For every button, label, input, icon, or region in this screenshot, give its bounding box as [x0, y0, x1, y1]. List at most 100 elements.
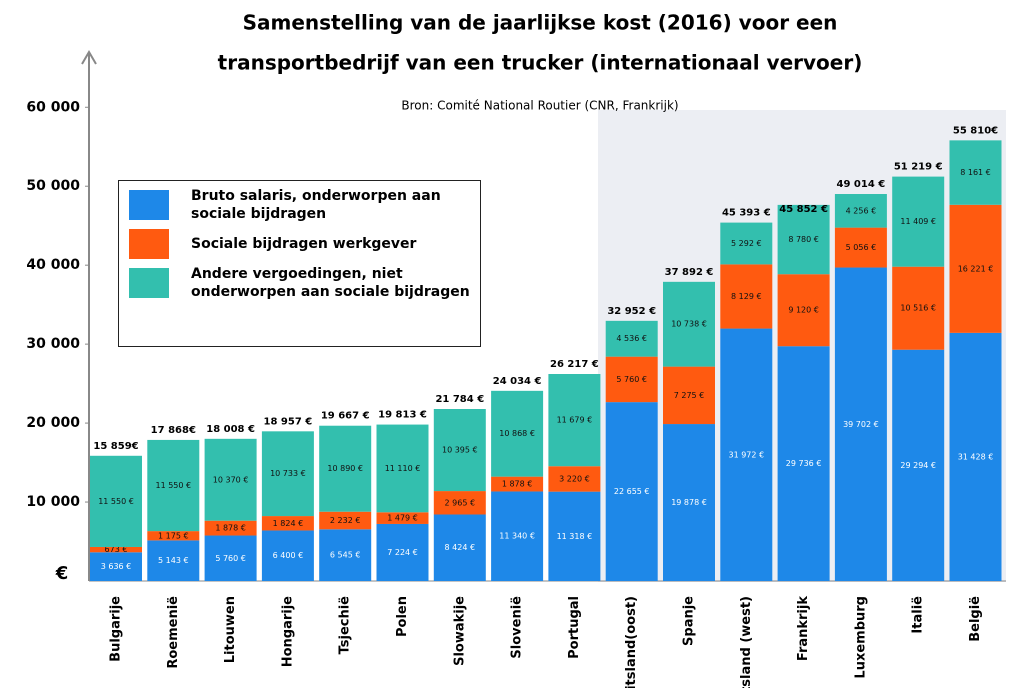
bar-segment	[834, 194, 887, 228]
bar-segment	[491, 390, 544, 477]
bar-segment	[834, 267, 887, 581]
data-label: 5 760 €	[215, 554, 246, 563]
bar-segment	[204, 520, 257, 536]
bar-segment	[147, 531, 200, 541]
bar-segment	[720, 328, 773, 581]
data-label: 19 878 €	[671, 498, 707, 507]
bar-segment	[777, 346, 830, 581]
data-label: 31 972 €	[728, 450, 764, 459]
bar-segment	[261, 530, 314, 581]
x-tick-label: Bulgarije	[109, 596, 124, 662]
bar-segment	[605, 402, 658, 581]
data-label: 8 780 €	[788, 235, 819, 244]
bar-segment	[949, 140, 1002, 205]
x-tick-label: Frankrijk	[796, 596, 811, 661]
data-label: 22 655 €	[614, 487, 650, 496]
bar-segment	[720, 222, 773, 265]
data-label: 4 256 €	[846, 206, 877, 215]
data-label: 29 294 €	[900, 461, 936, 470]
bar-segment	[147, 439, 200, 532]
bar-segment	[949, 204, 1002, 333]
bar-segment	[834, 227, 887, 268]
x-tick-label: Slovenië	[510, 596, 525, 659]
bar-segment	[663, 366, 715, 425]
bar-segment	[433, 409, 486, 492]
bar-segment	[204, 438, 257, 521]
data-label: 11 409 €	[900, 217, 936, 226]
x-tick-label: Luxemburg	[853, 596, 868, 679]
data-label: 1 824 €	[273, 519, 304, 528]
bar-segment	[491, 476, 544, 492]
bar-segment	[548, 374, 601, 467]
data-label: 39 702 €	[843, 420, 879, 429]
total-label: 55 810€	[953, 125, 998, 136]
y-tick-label: 10 000	[26, 494, 80, 510]
total-label: 51 219 €	[894, 162, 943, 173]
data-label: 8 424 €	[445, 543, 476, 552]
data-label: 8 129 €	[731, 292, 762, 301]
data-label: 1 878 €	[502, 480, 533, 489]
legend-swatch	[129, 229, 169, 259]
total-label: 17 868€	[151, 425, 196, 436]
legend-label: Andere vergoedingen, niet onderworpen aa…	[191, 266, 470, 300]
data-label: 10 516 €	[900, 304, 936, 313]
bar-segment	[605, 356, 658, 403]
data-label: 11 110 €	[385, 464, 421, 473]
bar-segment	[720, 264, 773, 329]
legend-item: Sociale bijdragen werkgever	[129, 229, 470, 259]
bar-segment	[90, 455, 142, 547]
bar-segment	[376, 523, 429, 581]
total-label: 21 784 €	[435, 394, 484, 405]
data-label: 1 479 €	[387, 514, 418, 523]
data-label: 7 224 €	[387, 548, 418, 557]
bar-segment	[949, 332, 1002, 581]
data-label: 2 232 €	[330, 516, 361, 525]
data-label: 673 €	[105, 545, 128, 554]
total-label: 18 008 €	[206, 424, 255, 435]
data-label: 11 318 €	[557, 532, 593, 541]
data-label: 29 736 €	[786, 459, 822, 468]
total-label: 45 852 €	[779, 204, 828, 215]
legend-label: Sociale bijdragen werkgever	[191, 236, 417, 252]
data-label: 11 550 €	[155, 481, 191, 490]
total-label: 37 892 €	[665, 267, 714, 278]
x-tick-label: Litouwen	[223, 596, 238, 663]
bar-segment	[319, 529, 372, 581]
x-tick-label: België	[968, 596, 983, 642]
bar-segment	[605, 320, 658, 357]
total-label: 15 859€	[93, 441, 138, 452]
total-label: 19 813 €	[378, 410, 427, 421]
total-label: 26 217 €	[550, 359, 599, 370]
bar-segment	[548, 466, 601, 492]
y-tick-label: 60 000	[26, 99, 80, 115]
legend-swatch	[129, 268, 169, 298]
bar-segment	[663, 424, 715, 581]
y-tick-label: 50 000	[26, 178, 80, 194]
chart-subtitle: Bron: Comité National Routier (CNR, Fran…	[401, 99, 678, 113]
data-label: 5 056 €	[846, 243, 877, 252]
y-tick-label: 20 000	[26, 415, 80, 431]
bar-segment	[261, 516, 314, 531]
y-tick-label: 40 000	[26, 257, 80, 273]
bar-segment	[892, 176, 945, 267]
data-label: 6 400 €	[273, 551, 304, 560]
total-label: 45 393 €	[722, 208, 771, 219]
data-label: 8 161 €	[960, 168, 991, 177]
y-axis-label: €	[55, 563, 69, 584]
data-label: 1 878 €	[215, 524, 246, 533]
bar-segment	[892, 349, 945, 581]
total-label: 18 957 €	[264, 416, 313, 427]
bar-segment	[319, 511, 372, 530]
data-label: 10 395 €	[442, 446, 478, 455]
legend-item: Andere vergoedingen, niet onderworpen aa…	[129, 265, 470, 301]
total-label: 24 034 €	[493, 376, 542, 387]
x-tick-label: Slowakije	[452, 596, 467, 666]
bar-segment	[204, 535, 257, 581]
legend-label: Bruto salaris, onderworpen aan sociale b…	[191, 188, 441, 222]
bar-segment	[777, 274, 830, 347]
total-label: 49 014 €	[837, 179, 886, 190]
data-label: 31 428 €	[958, 452, 994, 461]
axis-arrow	[81, 50, 97, 65]
